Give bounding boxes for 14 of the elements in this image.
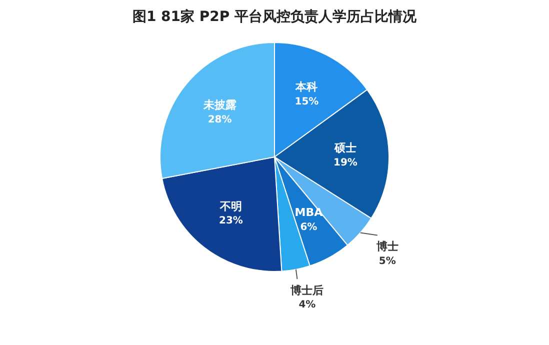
data-label: 15% (294, 96, 319, 108)
data-label: 6% (300, 222, 318, 233)
data-label: 19% (333, 157, 358, 168)
slice-label: 博士后 (290, 284, 324, 297)
data-label: 5% (378, 256, 396, 267)
slice-label: 本科 (294, 80, 318, 94)
slice-label: 不明 (218, 200, 242, 213)
data-label: 28% (208, 114, 232, 126)
chart-title: 图1 81家 P2P 平台风控负责人学历占比情况 (131, 8, 418, 26)
slice-label: 博士 (375, 240, 398, 254)
slice-label: 硕士 (333, 142, 356, 155)
data-label: 23% (219, 216, 243, 227)
data-label: 4% (298, 300, 316, 311)
slice-label: 未披露 (202, 98, 236, 112)
